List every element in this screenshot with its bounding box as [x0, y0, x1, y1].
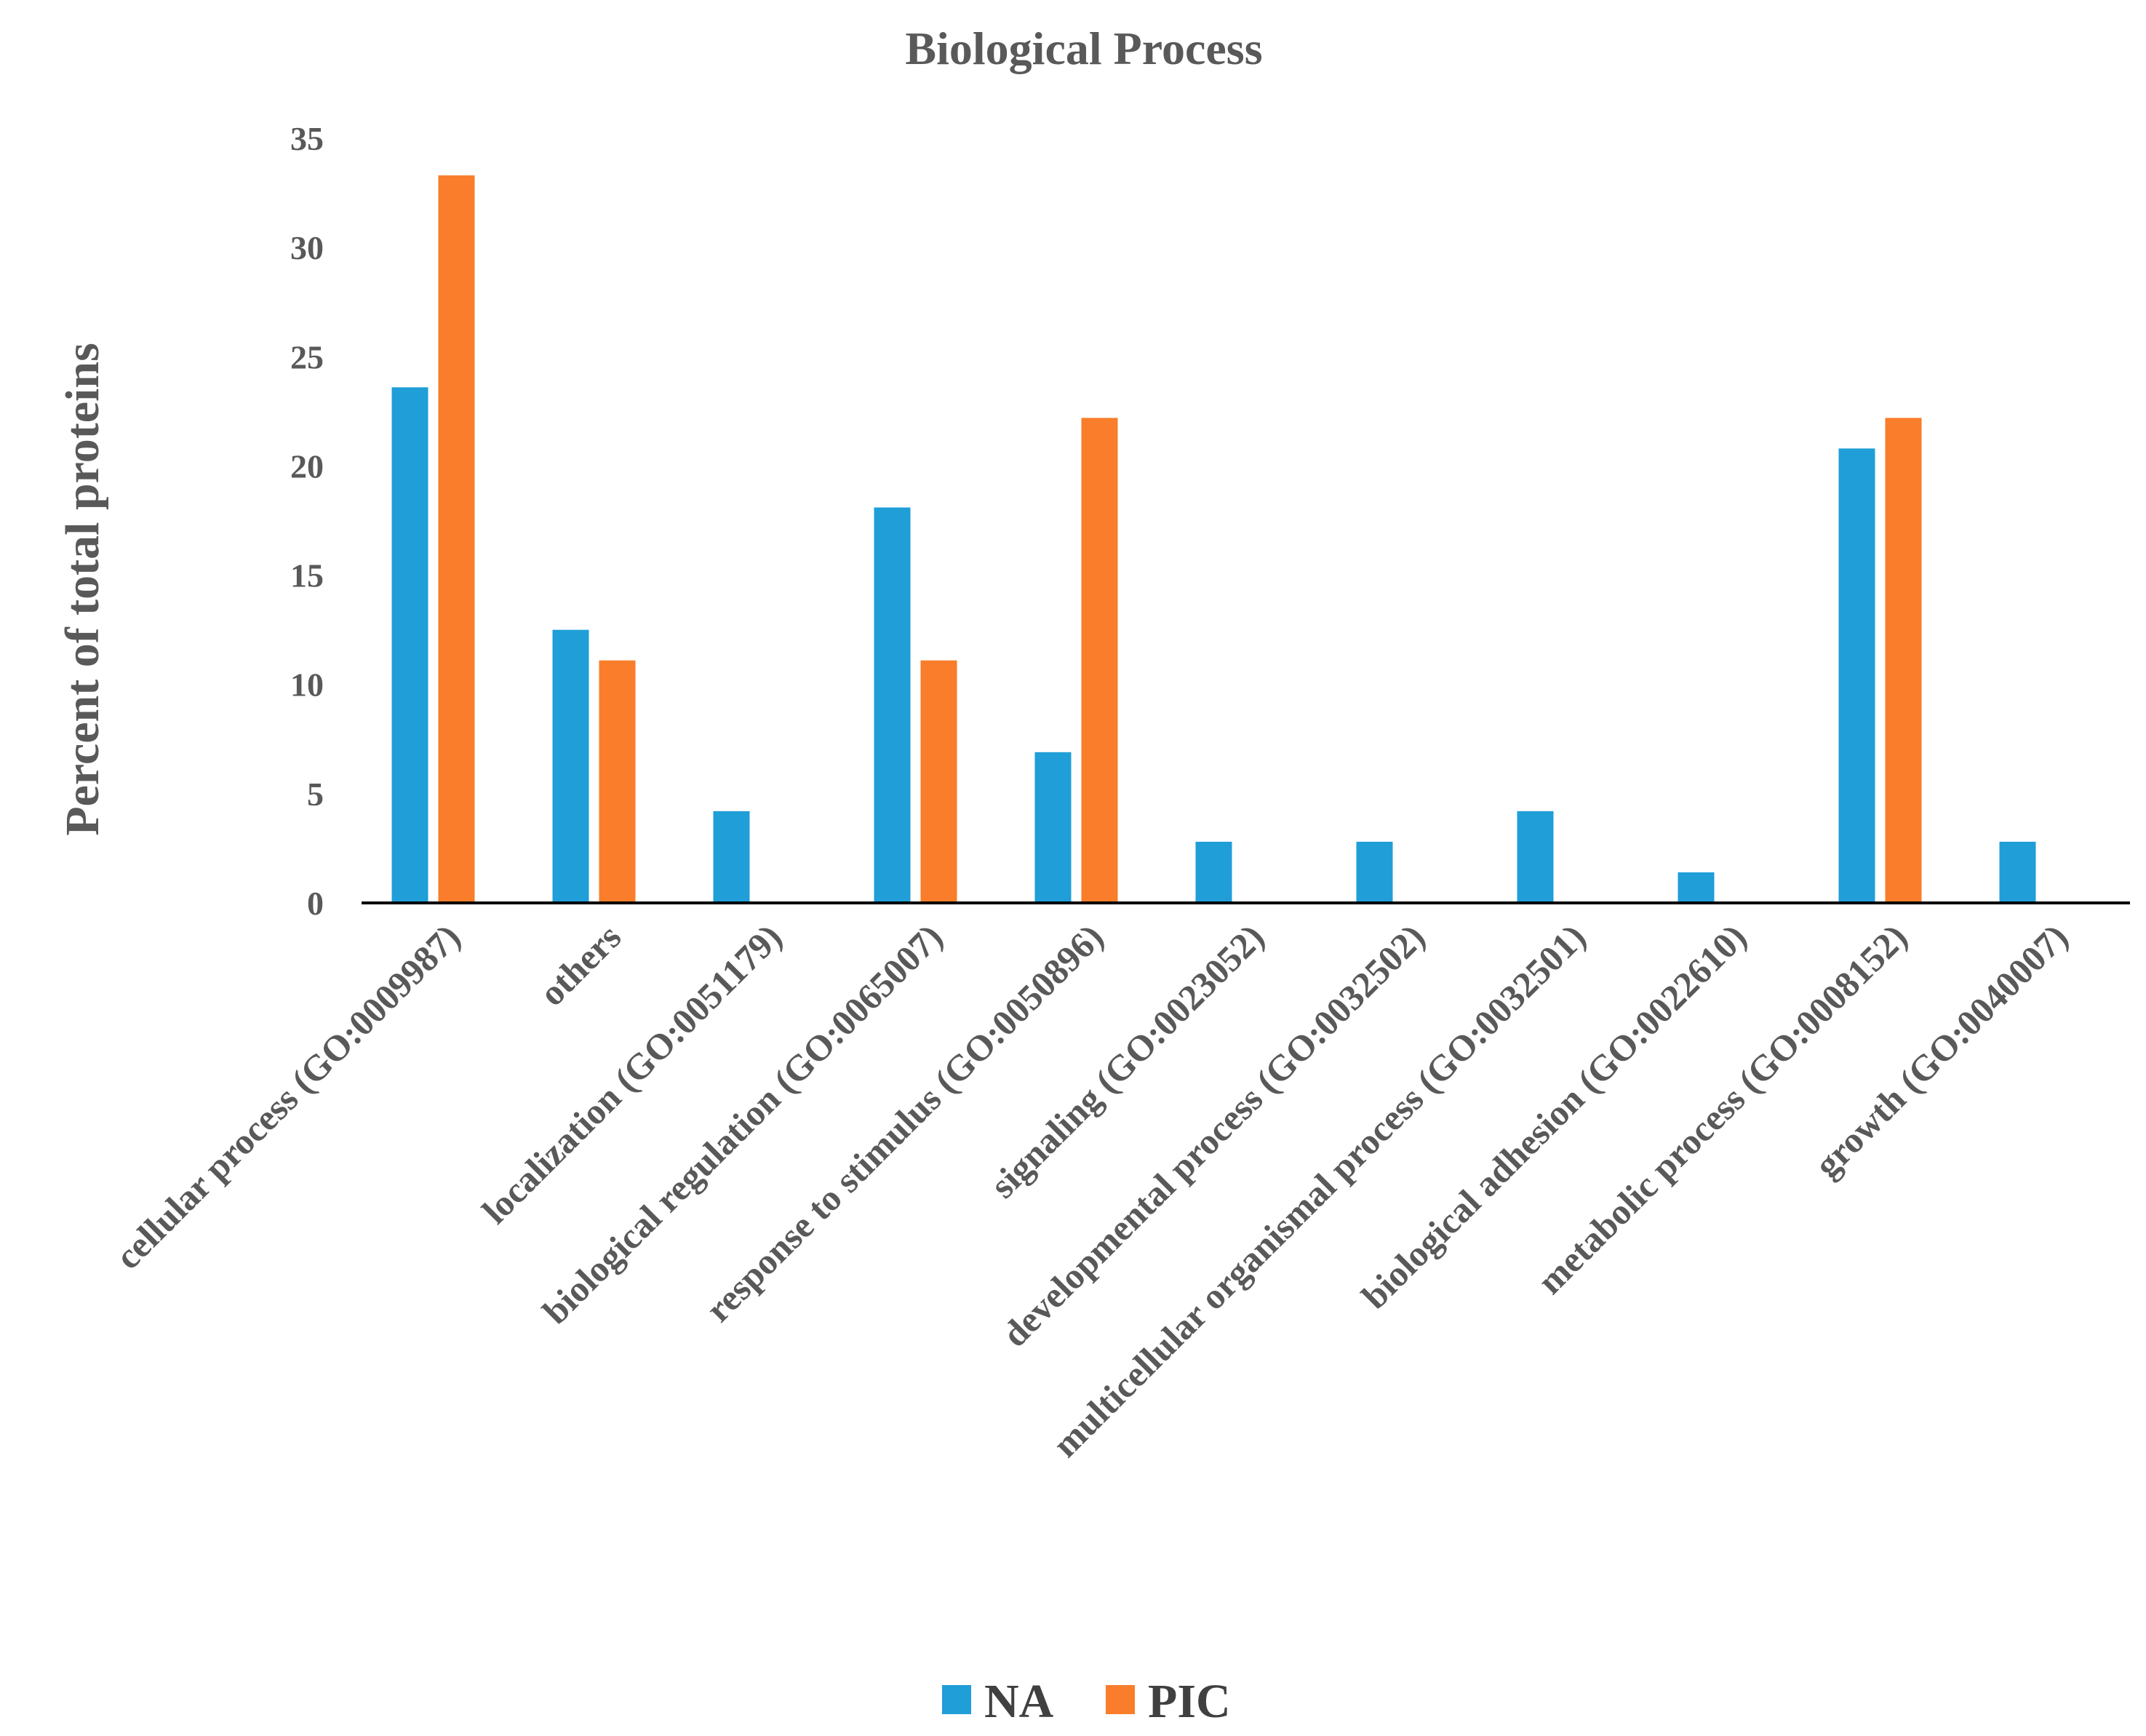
x-category-label: cellular process (GO:0009987)	[107, 916, 468, 1277]
bar-na-4	[1034, 752, 1072, 903]
y-tick-label: 20	[290, 447, 324, 485]
y-tick-label: 10	[290, 666, 324, 704]
x-category-label: multicellular organismal process (GO:003…	[1045, 916, 1593, 1465]
x-category-label: others	[531, 916, 629, 1014]
legend-swatch-na	[942, 1685, 971, 1714]
bar-pic-0	[438, 175, 475, 903]
legend-swatch-pic	[1106, 1685, 1135, 1714]
legend-label-pic: PIC	[1148, 1675, 1231, 1728]
chart-title: Biological Process	[905, 23, 1262, 74]
legend: NA PIC	[942, 1675, 1231, 1728]
bar-na-5	[1195, 841, 1232, 903]
x-category-label: signaling (GO:0023052)	[982, 916, 1272, 1206]
bar-pic-4	[1081, 418, 1118, 903]
bars-group	[391, 175, 2036, 903]
bar-na-0	[391, 387, 428, 903]
bar-na-8	[1678, 872, 1715, 903]
x-category-label: localization (GO:0051179)	[474, 916, 789, 1231]
y-axis-label: Percent of total proteins	[56, 343, 109, 836]
y-tick-label: 0	[307, 885, 324, 922]
legend-label-na: NA	[984, 1675, 1054, 1728]
bar-pic-3	[920, 660, 957, 903]
y-tick-label: 30	[290, 229, 324, 266]
bar-na-10	[1999, 841, 2036, 903]
y-axis-ticks: 0 5 10 15 20 25 30 35	[290, 120, 324, 922]
bar-na-3	[874, 507, 911, 903]
bar-na-1	[552, 629, 589, 903]
bar-na-7	[1517, 811, 1554, 903]
bar-na-9	[1838, 448, 1875, 903]
bar-pic-9	[1885, 418, 1922, 903]
x-axis-category-labels: cellular process (GO:0009987) otherslocal…	[107, 916, 2075, 1465]
y-tick-label: 5	[307, 776, 324, 813]
bar-na-2	[713, 811, 750, 903]
bar-na-6	[1356, 841, 1393, 903]
bar-pic-1	[599, 660, 636, 903]
y-tick-label: 15	[290, 557, 324, 594]
y-tick-label: 35	[290, 120, 324, 157]
y-tick-label: 25	[290, 338, 324, 375]
